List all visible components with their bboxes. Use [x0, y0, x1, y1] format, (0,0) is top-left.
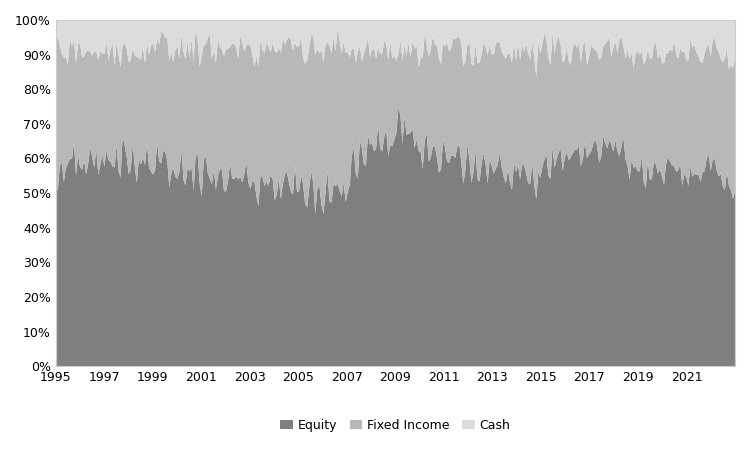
Legend: Equity, Fixed Income, Cash: Equity, Fixed Income, Cash	[275, 414, 515, 437]
